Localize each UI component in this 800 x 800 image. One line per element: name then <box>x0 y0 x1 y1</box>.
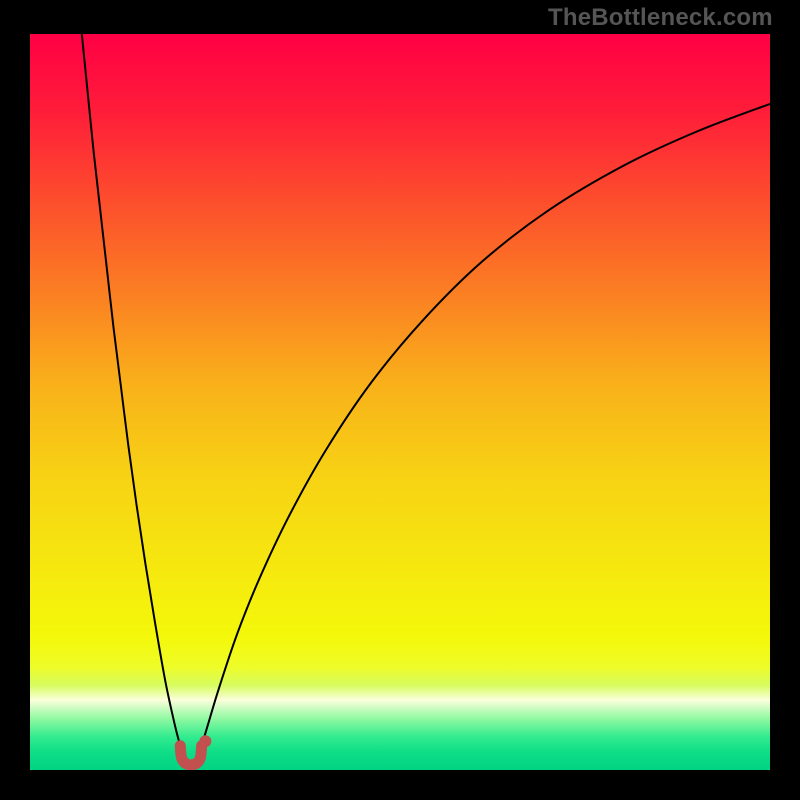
curve-left <box>82 34 180 746</box>
watermark-text: TheBottleneck.com <box>548 4 773 32</box>
curve-right <box>202 104 770 746</box>
plot-area <box>30 34 770 770</box>
curves-layer <box>30 34 770 770</box>
